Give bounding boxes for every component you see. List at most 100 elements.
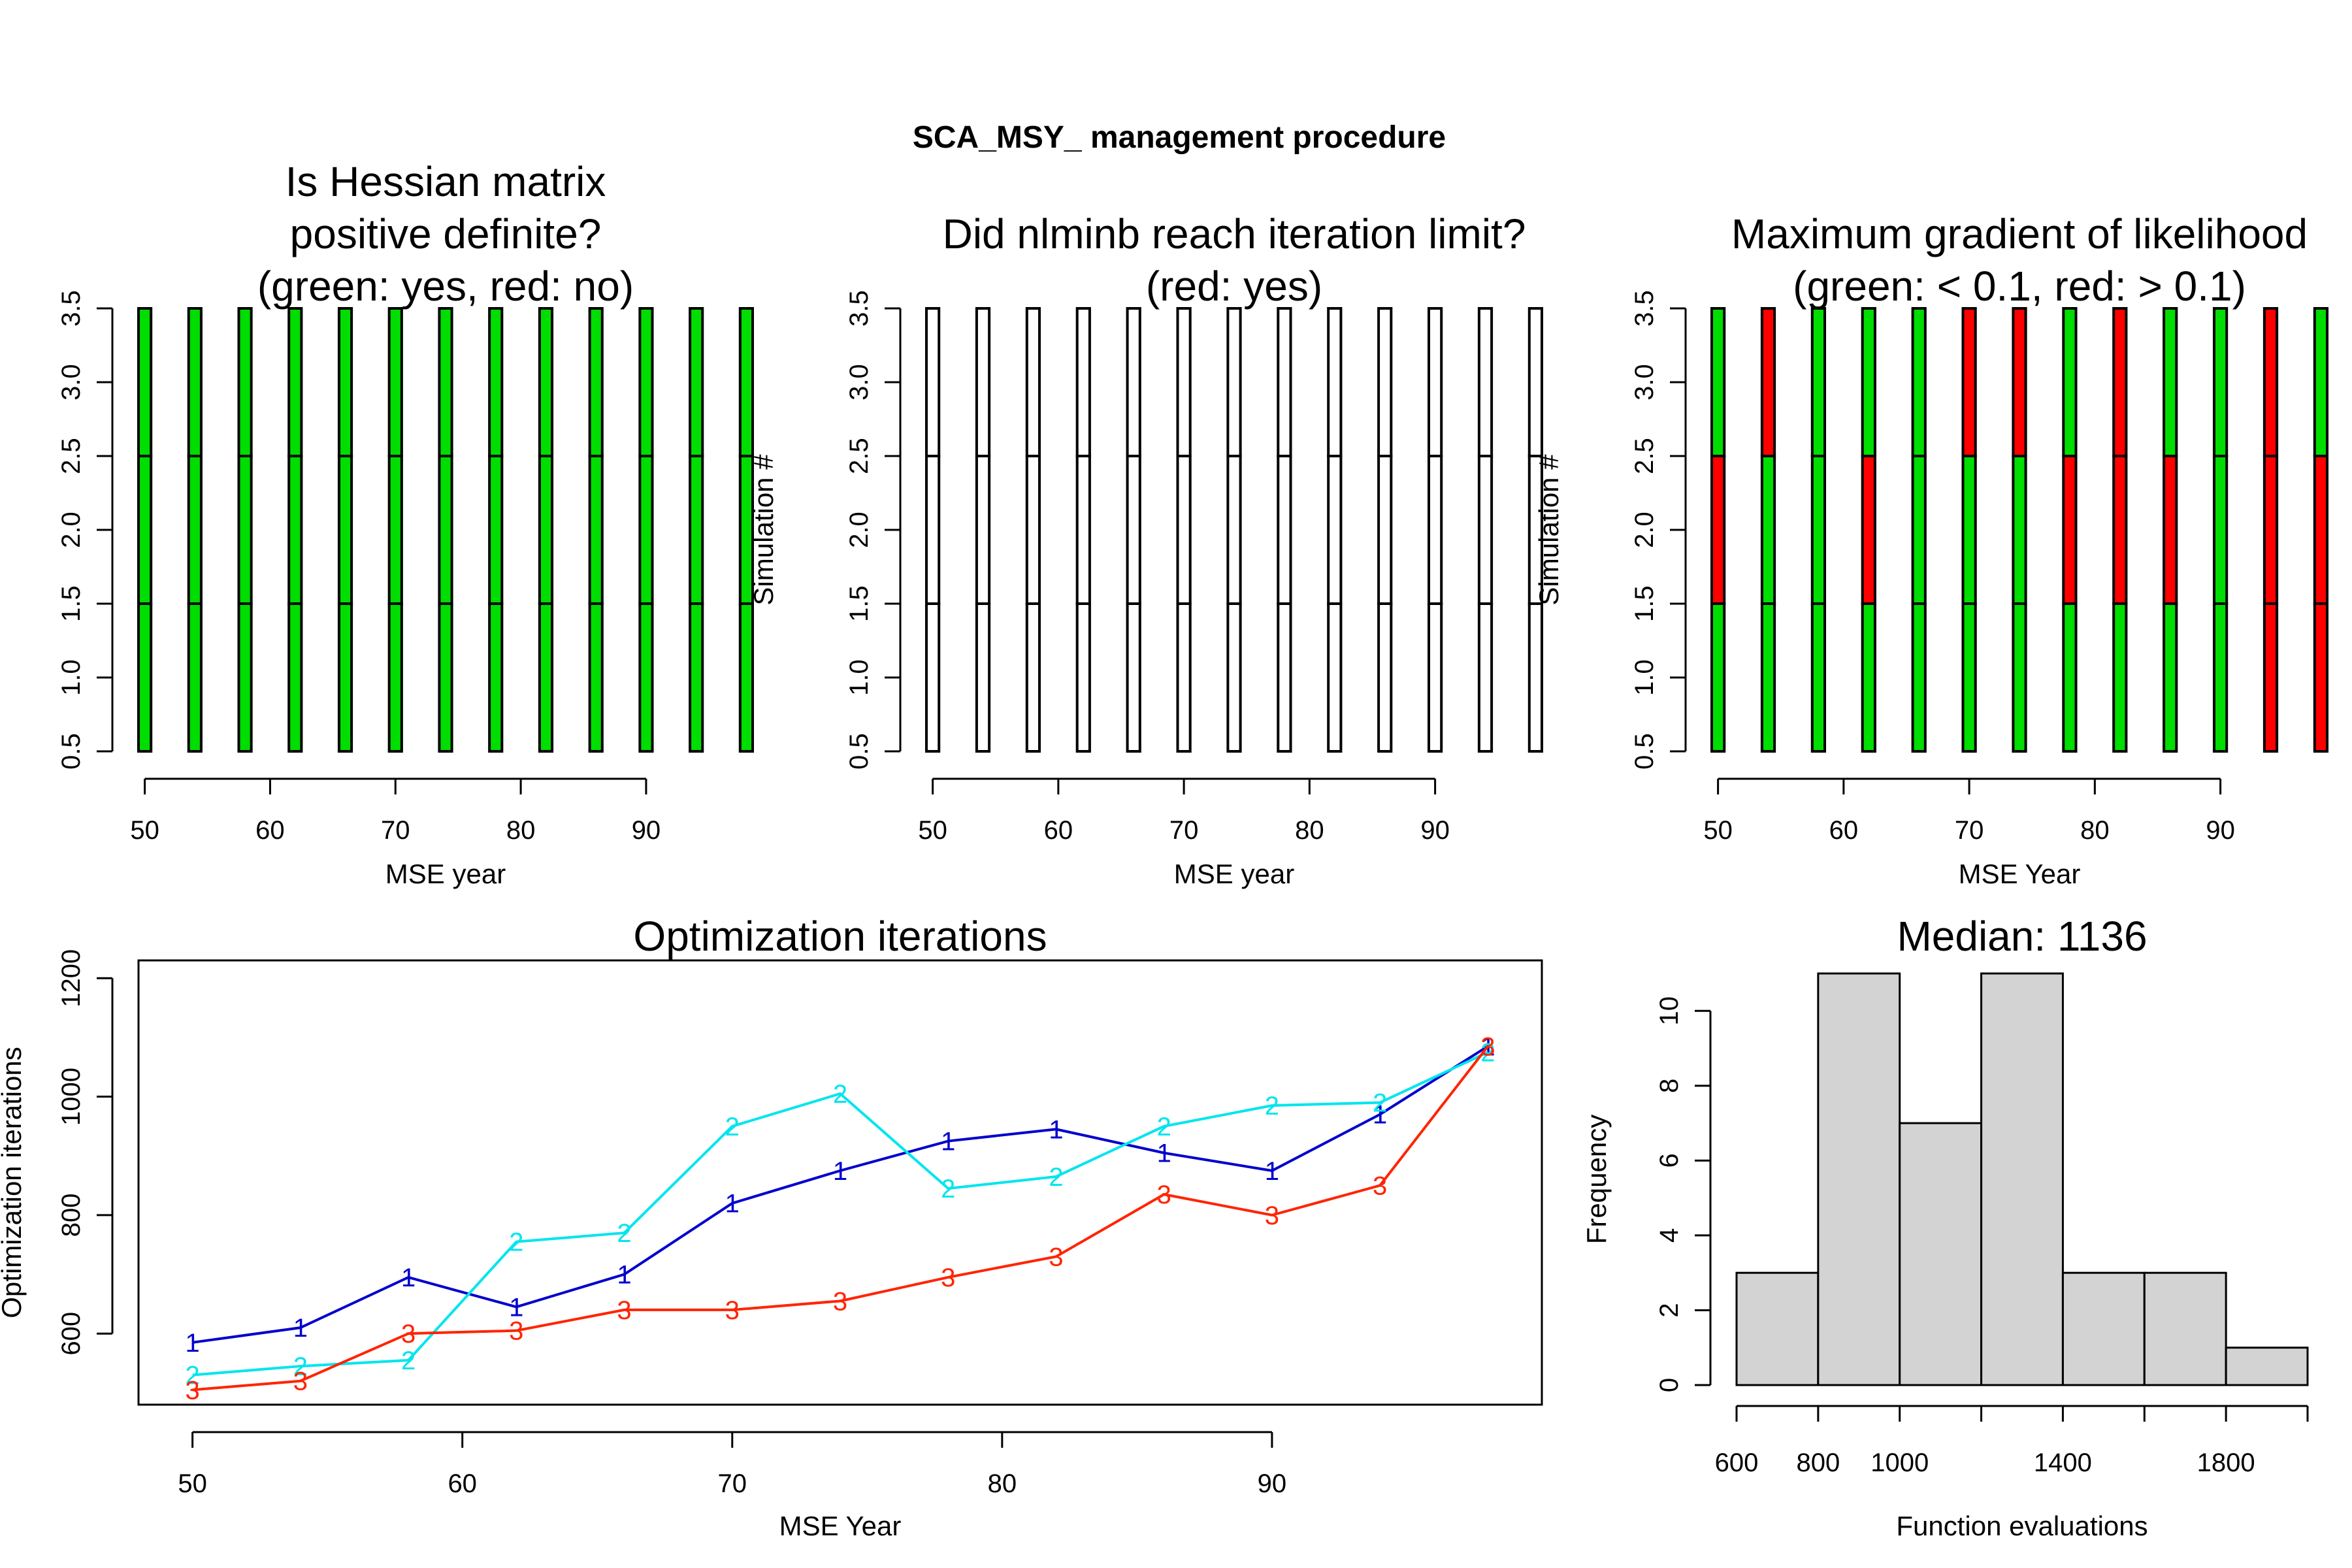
x-tick-label: 80 — [2080, 816, 2110, 845]
panel-title: Did nlminb reach iteration limit? — [943, 210, 1526, 257]
panels: Is Hessian matrix positive definite? (gree… — [0, 158, 2328, 1541]
heatmap-cell — [1710, 602, 1726, 753]
heatmap-cell — [1277, 307, 1292, 457]
x-tick-label: 70 — [1169, 816, 1199, 845]
x-tick-label: 90 — [2206, 816, 2235, 845]
heatmap-cell — [638, 602, 654, 753]
hist-bar — [2225, 1347, 2309, 1386]
y-tick-label: 0.5 — [1630, 733, 1659, 770]
x-tick-label: 70 — [718, 1469, 747, 1498]
y-tick-label: 6 — [1655, 1153, 1684, 1168]
heatmap-cell — [1760, 455, 1776, 605]
heatmap-cell — [488, 602, 504, 753]
heatmap-cell — [2163, 602, 2178, 753]
y-tick-label: 1.5 — [845, 585, 874, 622]
heatmap-cell — [925, 455, 941, 605]
y-tick-label: 2.5 — [57, 438, 86, 474]
heatmap-cell — [1710, 307, 1726, 457]
x-tick-label: 60 — [255, 816, 285, 845]
heatmap-cell — [1477, 455, 1494, 605]
series-point-1: 1 — [1265, 1157, 1279, 1186]
heatmap-cell — [2012, 602, 2027, 753]
y-tick-label: 0 — [1655, 1378, 1684, 1392]
x-tick-label: 800 — [1796, 1448, 1840, 1477]
heatmap-cell — [1377, 602, 1393, 753]
y-tick-label: 2 — [1655, 1303, 1684, 1317]
heatmap-cell — [1327, 307, 1343, 457]
heatmap-cell — [2163, 307, 2178, 457]
heatmap-cell — [337, 602, 353, 753]
y-tick-label: 3.5 — [1630, 290, 1659, 327]
heatmap-cell — [187, 455, 203, 605]
heatmap-cell — [1327, 455, 1343, 605]
plot-frame — [137, 959, 1543, 1406]
heatmap-cell — [1176, 307, 1192, 457]
heatmap-cell — [538, 602, 554, 753]
heatmap-cell — [689, 307, 704, 457]
heatmap-cell — [1810, 455, 1827, 605]
heatmap-cell — [137, 307, 153, 457]
series-point-3: 3 — [401, 1320, 416, 1348]
heatmap-cell — [137, 455, 153, 605]
heatmap-cell — [689, 602, 704, 753]
heatmap-cell — [1277, 602, 1292, 753]
y-tick-label: 1200 — [57, 949, 86, 1007]
x-tick-label: 90 — [1420, 816, 1450, 845]
x-axis-label: MSE Year — [1959, 858, 2081, 889]
hist-bar — [2143, 1271, 2227, 1386]
heatmap-cell — [1075, 602, 1091, 753]
series-point-2: 2 — [1480, 1039, 1495, 1068]
heatmap-cell — [588, 455, 604, 605]
heatmap-cell — [975, 602, 991, 753]
heatmap-cell — [287, 455, 303, 605]
heatmap-cell — [2062, 307, 2078, 457]
x-tick-label: 1400 — [2034, 1448, 2092, 1477]
series-line-2 — [192, 1051, 1489, 1377]
panel-iterlimit: Did nlminb reach iteration limit? (red: y… — [748, 210, 1543, 889]
heatmap-cell — [1126, 602, 1141, 753]
series-line-1 — [192, 1045, 1489, 1344]
series-point-2: 2 — [509, 1228, 523, 1257]
hist-bar — [1735, 1271, 1820, 1386]
heatmap-cell — [738, 602, 754, 753]
heatmap-cell — [1911, 307, 1927, 457]
x-axis-label: MSE year — [385, 858, 506, 889]
x-tick-label: 90 — [632, 816, 661, 845]
x-axis-label: MSE year — [1174, 858, 1294, 889]
heatmap-cell — [638, 307, 654, 457]
series-point-1: 1 — [1049, 1115, 1063, 1144]
series-point-3: 3 — [1157, 1181, 1171, 1209]
heatmap-cell — [187, 307, 203, 457]
series-point-1: 1 — [401, 1264, 416, 1292]
heatmap-cell — [1377, 307, 1393, 457]
y-tick-label: 0.5 — [845, 733, 874, 770]
heatmap-cell — [1126, 307, 1141, 457]
panel-title: Maximum gradient of likelihood — [1731, 210, 2308, 257]
heatmap-cell — [1810, 307, 1827, 457]
heatmap-cell — [237, 602, 253, 753]
y-tick-label: 10 — [1655, 996, 1684, 1026]
heatmap-cell — [2313, 602, 2328, 753]
y-tick-label: 2.0 — [57, 512, 86, 548]
series-point-1: 1 — [293, 1314, 308, 1343]
panel-gradient: Maximum gradient of likelihood (green: < … — [1533, 210, 2328, 889]
heatmap-cell — [1226, 455, 1242, 605]
heatmap-cell — [1477, 307, 1494, 457]
series-point-1: 1 — [509, 1293, 523, 1322]
y-tick-label: 1.5 — [57, 585, 86, 622]
x-tick-label: 50 — [918, 816, 947, 845]
heatmap-cell — [2262, 307, 2279, 457]
heatmap-cell — [538, 455, 554, 605]
series-point-1: 1 — [1373, 1101, 1387, 1130]
heatmap-cell — [2112, 602, 2128, 753]
heatmap-cell — [1527, 602, 1543, 753]
heatmap-cell — [2313, 307, 2328, 457]
heatmap-cell — [2062, 602, 2078, 753]
panel-title: (green: < 0.1, red: > 0.1) — [1793, 263, 2246, 310]
heatmap-cell — [1760, 602, 1776, 753]
panel-title: Is Hessian matrix — [286, 158, 606, 205]
series-point-1: 1 — [725, 1190, 740, 1218]
y-tick-label: 0.5 — [57, 733, 86, 770]
y-tick-label: 2.0 — [845, 512, 874, 548]
